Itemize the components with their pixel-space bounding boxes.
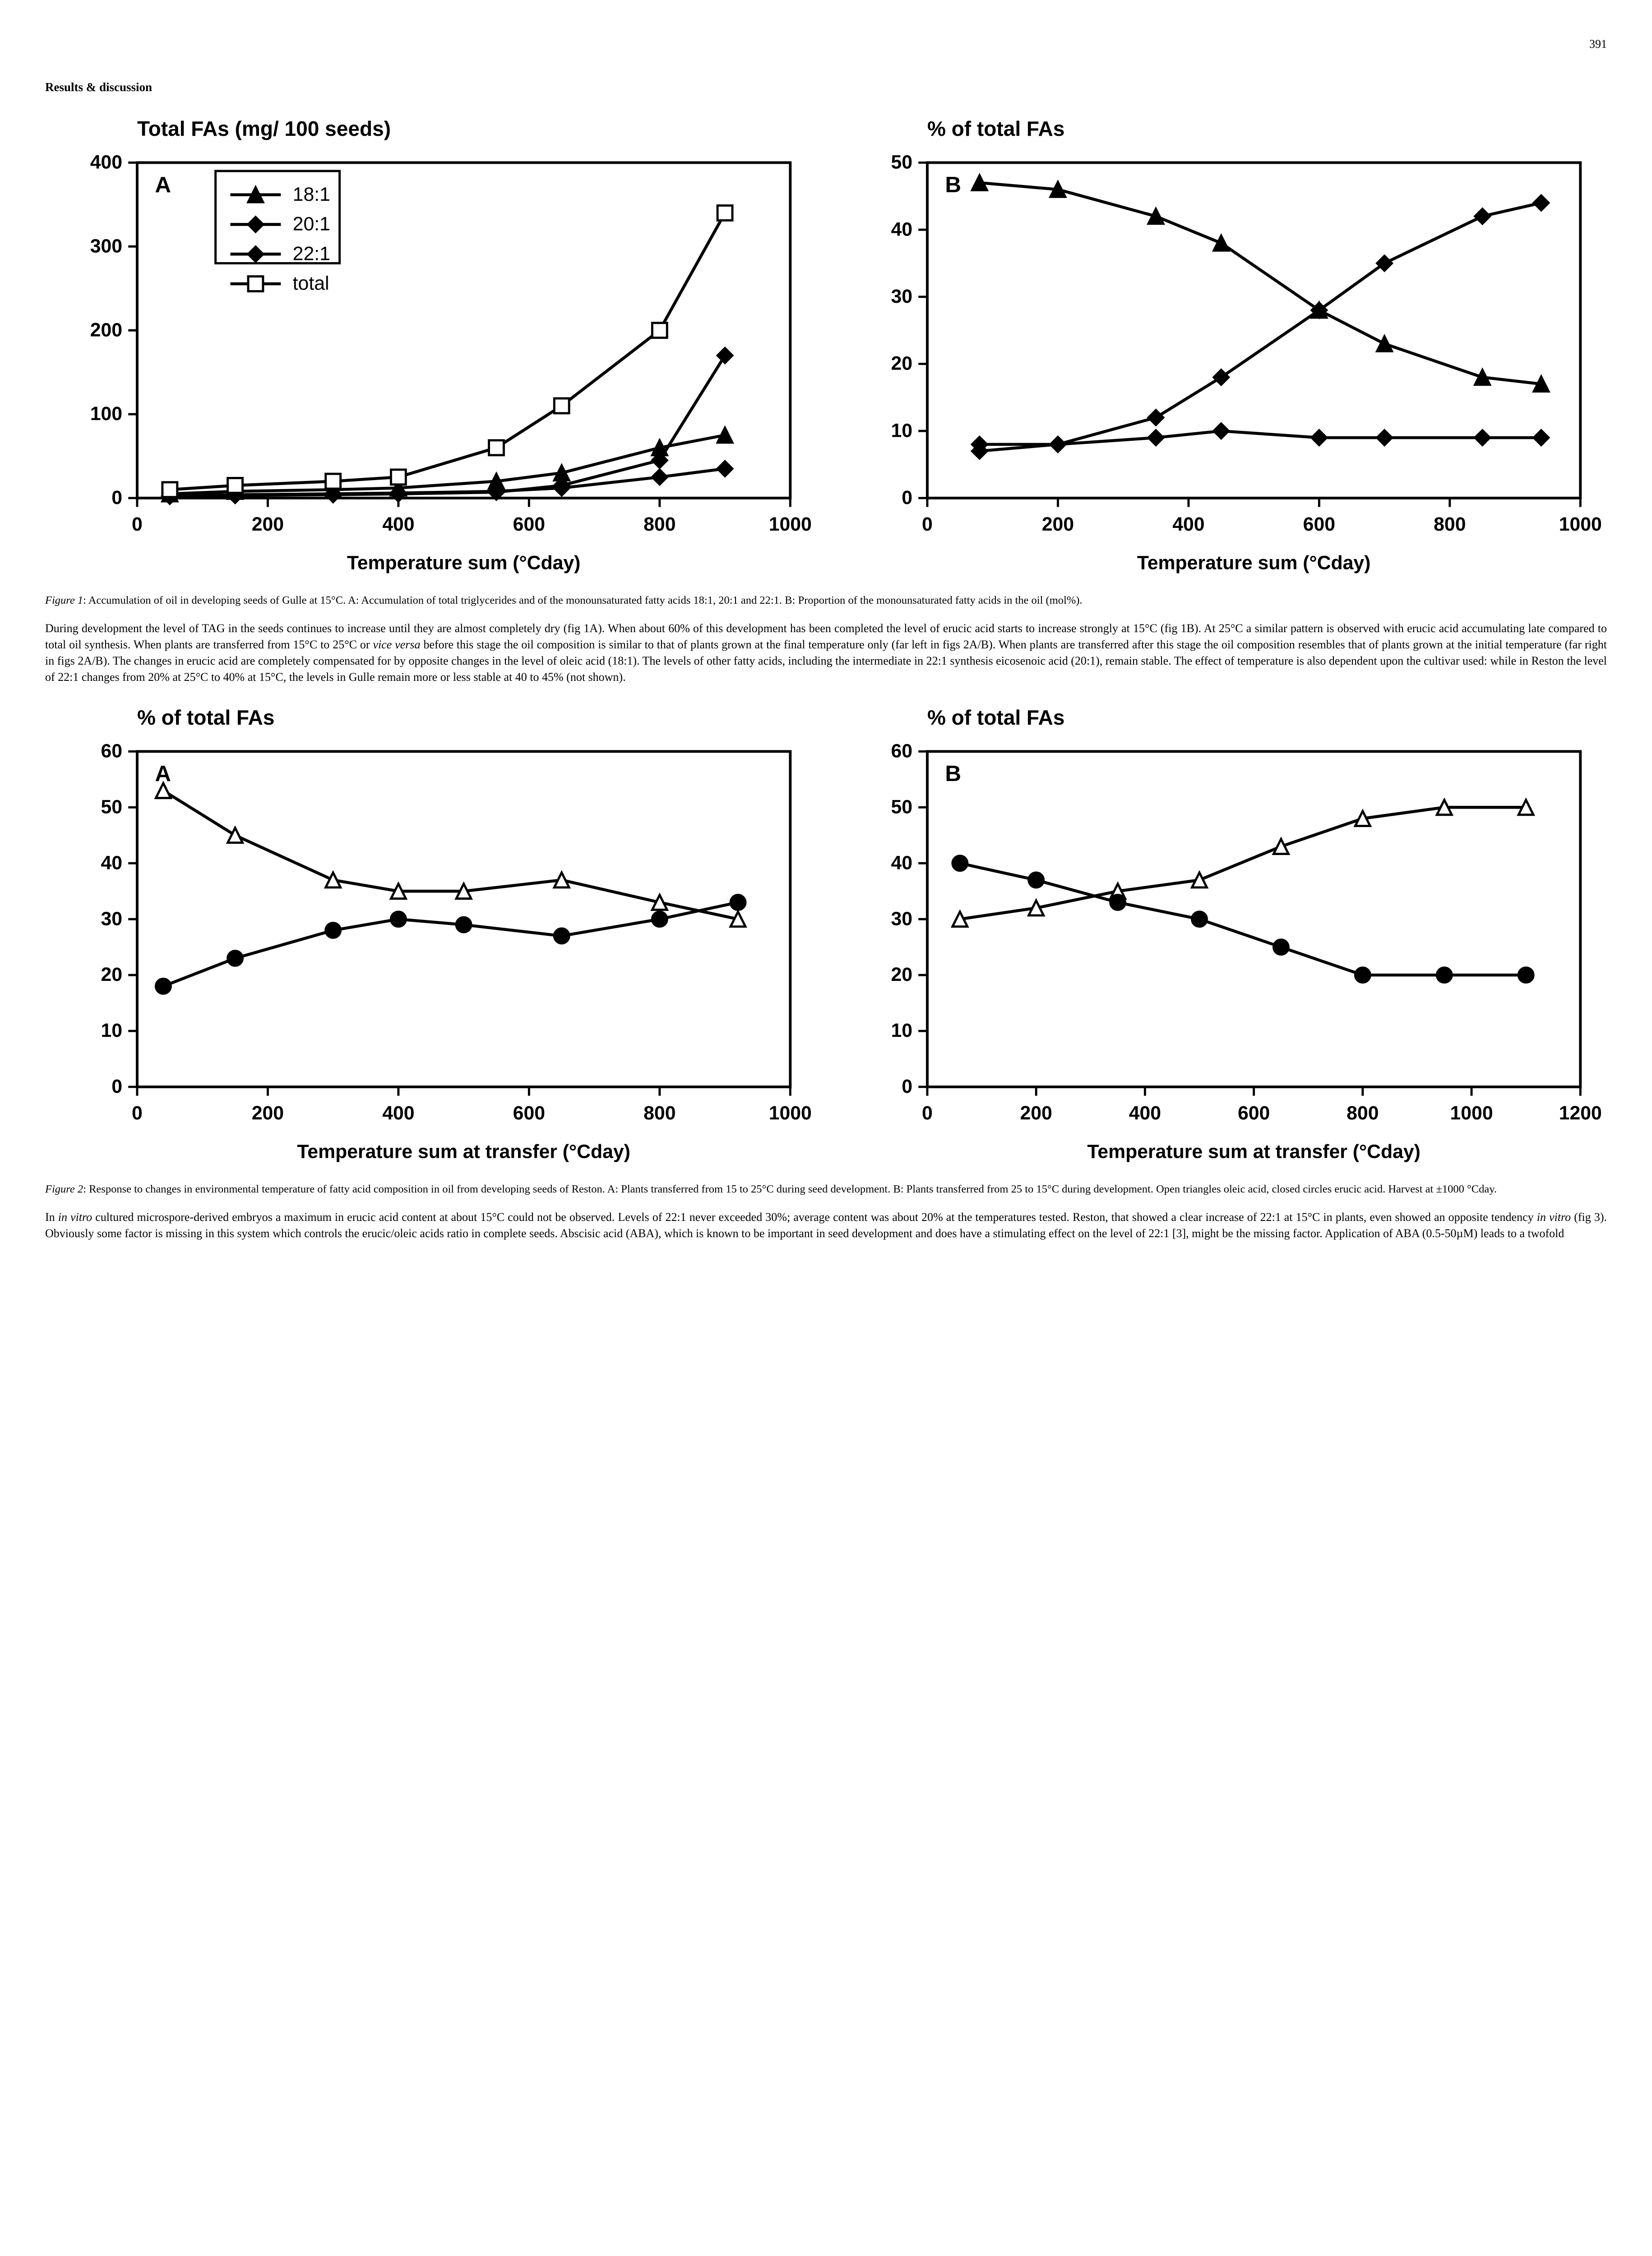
svg-text:400: 400 <box>382 1102 414 1124</box>
text-span: cultured microspore-derived embryos a ma… <box>92 1211 1537 1224</box>
svg-text:Temperature sum at transfer (°: Temperature sum at transfer (°Cday) <box>297 1141 630 1162</box>
svg-text:100: 100 <box>90 403 122 425</box>
svg-text:20: 20 <box>891 964 912 985</box>
svg-text:30: 30 <box>101 908 122 929</box>
body-paragraph: During development the level of TAG in t… <box>45 620 1607 685</box>
svg-text:200: 200 <box>252 1102 284 1124</box>
svg-text:600: 600 <box>1303 513 1335 535</box>
svg-text:B: B <box>945 172 961 197</box>
svg-text:A: A <box>155 172 171 197</box>
svg-text:0: 0 <box>922 513 933 535</box>
svg-text:20:1: 20:1 <box>293 213 330 235</box>
svg-text:% of total FAs: % of total FAs <box>927 117 1064 140</box>
svg-text:60: 60 <box>101 740 122 762</box>
svg-text:22:1: 22:1 <box>293 243 330 264</box>
svg-text:1000: 1000 <box>769 513 812 535</box>
svg-text:20: 20 <box>891 352 912 374</box>
svg-text:400: 400 <box>382 513 414 535</box>
figure-2-caption: Figure 2: Response to changes in environ… <box>45 1182 1607 1197</box>
figure-2-panel-a: % of total FAsA0200400600800100001020304… <box>45 698 817 1173</box>
svg-text:800: 800 <box>643 1102 676 1124</box>
svg-text:0: 0 <box>111 1076 122 1097</box>
chart-svg: % of total FAs B 0 200 400 600 800 1000 1200 0 10 2… <box>835 698 1607 1173</box>
svg-text:600: 600 <box>513 513 545 535</box>
svg-text:0: 0 <box>922 1102 933 1124</box>
svg-text:50: 50 <box>101 796 122 818</box>
svg-text:Temperature sum (°Cday): Temperature sum (°Cday) <box>347 552 581 573</box>
caption-text: : Accumulation of oil in developing seed… <box>83 594 1082 606</box>
figure-1-panel-a: Total FAs (mg/ 100 seeds) A 0 200 400 600 800 1… <box>45 109 817 584</box>
italic-term: in vitro <box>1537 1211 1571 1224</box>
svg-text:40: 40 <box>891 218 912 240</box>
body-paragraph: In in vitro cultured microspore-derived … <box>45 1209 1607 1242</box>
svg-text:0: 0 <box>132 513 143 535</box>
svg-text:% of total FAs: % of total FAs <box>137 706 274 729</box>
svg-text:1000: 1000 <box>1450 1102 1493 1124</box>
svg-text:30: 30 <box>891 285 912 307</box>
svg-text:400: 400 <box>1172 513 1204 535</box>
italic-term: in vitro <box>58 1211 92 1224</box>
caption-text: : Response to changes in environmental t… <box>83 1183 1497 1195</box>
svg-text:18:1: 18:1 <box>293 183 330 205</box>
svg-text:600: 600 <box>1237 1102 1269 1124</box>
text-span: In <box>45 1211 58 1224</box>
section-heading: Results & discussion <box>45 79 1607 95</box>
svg-text:800: 800 <box>1434 513 1466 535</box>
figure-label: Figure 2 <box>45 1183 83 1195</box>
svg-text:Temperature sum at transfer (°: Temperature sum at transfer (°Cday) <box>1087 1141 1421 1162</box>
svg-text:0: 0 <box>111 487 122 509</box>
svg-text:10: 10 <box>101 1020 122 1041</box>
svg-text:1000: 1000 <box>769 1102 812 1124</box>
svg-text:% of total FAs: % of total FAs <box>927 706 1064 729</box>
svg-text:40: 40 <box>891 852 912 874</box>
figure-1-panel-b: % of total FAs B 0 200 400 600 800 1000 0 10 20 30 4… <box>835 109 1607 584</box>
svg-text:30: 30 <box>891 908 912 929</box>
svg-text:0: 0 <box>132 1102 143 1124</box>
figure-label: Figure 1 <box>45 594 83 606</box>
svg-text:200: 200 <box>90 319 122 341</box>
svg-text:0: 0 <box>902 1076 912 1097</box>
svg-text:50: 50 <box>891 796 912 818</box>
figure-1: Total FAs (mg/ 100 seeds)A02004006008001… <box>45 109 1607 584</box>
svg-text:20: 20 <box>101 964 122 985</box>
svg-text:10: 10 <box>891 420 912 441</box>
figure-2-panel-b: % of total FAs B 0 200 400 600 800 1000 1200 0 10 2… <box>835 698 1607 1173</box>
svg-text:0: 0 <box>902 487 912 509</box>
svg-text:10: 10 <box>891 1020 912 1041</box>
svg-text:400: 400 <box>1129 1102 1161 1124</box>
italic-term: vice versa <box>373 638 420 651</box>
svg-text:50: 50 <box>891 151 912 173</box>
svg-text:200: 200 <box>1041 513 1074 535</box>
svg-text:1000: 1000 <box>1559 513 1601 535</box>
figure-1-caption: Figure 1: Accumulation of oil in develop… <box>45 593 1607 608</box>
svg-text:300: 300 <box>90 235 122 257</box>
svg-text:Temperature sum (°Cday): Temperature sum (°Cday) <box>1137 552 1370 573</box>
svg-text:200: 200 <box>252 513 284 535</box>
svg-text:B: B <box>945 761 961 786</box>
chart-svg: % of total FAsA0200400600800100001020304… <box>45 698 817 1173</box>
svg-text:1200: 1200 <box>1559 1102 1601 1124</box>
svg-text:60: 60 <box>891 740 912 762</box>
svg-text:400: 400 <box>90 151 122 173</box>
svg-text:200: 200 <box>1020 1102 1052 1124</box>
svg-text:800: 800 <box>643 513 676 535</box>
svg-text:600: 600 <box>513 1102 545 1124</box>
chart-svg: % of total FAs B 0 200 400 600 800 1000 0 10 20 30 4… <box>835 109 1607 584</box>
svg-text:total: total <box>293 273 329 294</box>
svg-text:800: 800 <box>1347 1102 1379 1124</box>
chart-svg: Total FAs (mg/ 100 seeds) A 0 200 400 600 800 1… <box>45 109 817 584</box>
svg-text:Total FAs (mg/ 100 seeds): Total FAs (mg/ 100 seeds) <box>137 117 391 140</box>
page-number: 391 <box>45 36 1607 52</box>
figure-2: % of total FAsA0200400600800100001020304… <box>45 698 1607 1173</box>
svg-text:40: 40 <box>101 852 122 874</box>
